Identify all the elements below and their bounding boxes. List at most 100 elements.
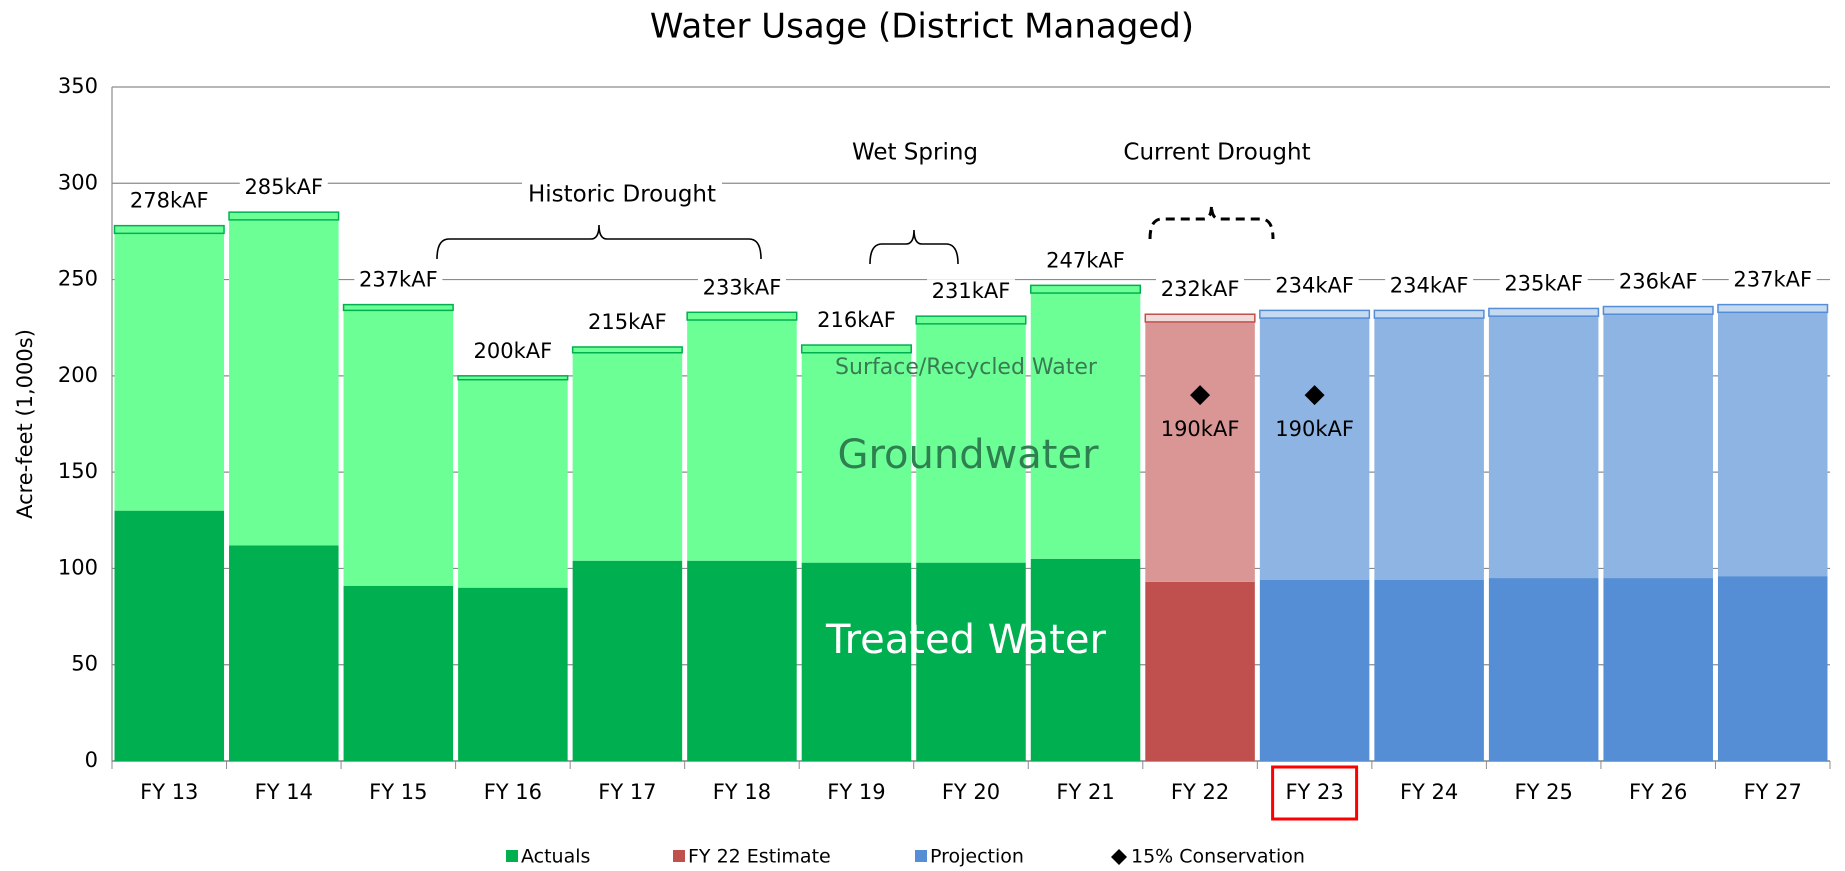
- bar-segment: [1603, 578, 1713, 761]
- bar-segment: [1259, 579, 1370, 761]
- total-label-bg: [697, 275, 786, 302]
- y-tick-label: 200: [58, 363, 98, 387]
- bar-segment: [229, 545, 339, 761]
- bar-segment: [572, 352, 683, 561]
- bar-segment: [572, 560, 683, 761]
- bar-segment: [1374, 579, 1484, 761]
- total-label: 234kAF: [1275, 273, 1354, 297]
- total-label: 200kAF: [474, 339, 553, 363]
- brace: [869, 229, 959, 265]
- y-tick-label: 50: [71, 652, 98, 676]
- bar-segment: [1030, 293, 1141, 559]
- bar-segment: [1374, 318, 1484, 580]
- legend-label: FY 22 Estimate: [688, 846, 831, 868]
- legend-label: Actuals: [521, 846, 590, 868]
- total-label-bg: [583, 309, 672, 336]
- chart-title: Water Usage (District Managed): [650, 7, 1194, 47]
- brace: [1148, 204, 1275, 240]
- total-label-bg: [239, 175, 328, 202]
- total-label-bg: [1156, 277, 1245, 304]
- total-label: 231kAF: [932, 279, 1011, 303]
- bar-segment: [343, 585, 454, 761]
- total-label: 216kAF: [817, 308, 896, 332]
- total-label-bg: [125, 188, 214, 215]
- y-tick-label: 0: [85, 748, 98, 772]
- total-label: 247kAF: [1046, 248, 1125, 272]
- y-tick-label: 150: [58, 459, 98, 483]
- bar-segment: [114, 510, 225, 761]
- bar-segment: [687, 560, 797, 761]
- bar-segment: [1717, 576, 1828, 761]
- period-annotation: Current Drought: [1123, 140, 1310, 166]
- bar-segment: [1602, 305, 1714, 315]
- x-tick-label: FY 22: [1171, 780, 1229, 804]
- bar-segment: [1717, 303, 1829, 314]
- x-tick-label: FY 27: [1744, 780, 1802, 804]
- conservation-label: 190kAF: [1275, 417, 1354, 441]
- bar-segment: [1259, 318, 1370, 580]
- bar-segment: [113, 224, 225, 235]
- bar-segment: [343, 310, 454, 586]
- y-tick-label: 350: [58, 74, 98, 98]
- x-tick-label: FY 24: [1400, 780, 1458, 804]
- total-label-bg: [1385, 273, 1474, 300]
- bar-segment: [1488, 307, 1600, 317]
- bar-segment: [1373, 309, 1485, 319]
- conservation-marker: [1190, 385, 1211, 406]
- total-label: 215kAF: [588, 310, 667, 334]
- bar-segment: [1488, 316, 1599, 579]
- bar-segment: [457, 375, 569, 381]
- bar-segment: [571, 346, 683, 354]
- x-tick-label: FY 15: [369, 780, 427, 804]
- total-label: 234kAF: [1390, 273, 1469, 297]
- x-tick-label: FY 21: [1056, 780, 1114, 804]
- x-tick-label: FY 16: [484, 780, 542, 804]
- total-label: 236kAF: [1619, 270, 1698, 294]
- legend-swatch: [915, 850, 927, 862]
- bar-segment: [342, 303, 454, 312]
- total-label-bg: [354, 267, 443, 294]
- bar-segment: [458, 587, 568, 761]
- bar-segment: [1144, 313, 1256, 323]
- total-label-bg: [927, 279, 1015, 306]
- bar-segment: [1259, 309, 1371, 319]
- bar-segment: [1603, 314, 1713, 579]
- total-label-bg: [812, 308, 901, 335]
- annotation-bg: [815, 138, 1015, 168]
- total-label-bg: [1614, 269, 1703, 296]
- y-tick-label: 100: [58, 555, 98, 579]
- period-annotation: Historic Drought: [528, 182, 716, 208]
- bar-segment: [916, 562, 1026, 761]
- bar-segment: [1145, 321, 1255, 582]
- legend-swatch: [506, 850, 518, 862]
- bar-segment: [687, 320, 797, 561]
- bar-segment: [801, 352, 912, 563]
- annotation-bg: [522, 180, 722, 210]
- bar-segment: [800, 344, 912, 354]
- bar-segment: [229, 219, 339, 546]
- legend-swatch: [673, 850, 685, 862]
- brace: [436, 224, 762, 260]
- x-tick-label: FY 18: [713, 780, 771, 804]
- bar-segment: [228, 211, 340, 221]
- x-tick-label: FY 20: [942, 780, 1000, 804]
- period-annotation: Wet Spring: [852, 140, 978, 166]
- legend-label: Projection: [930, 846, 1024, 868]
- total-label-bg: [1270, 273, 1359, 300]
- bar-segment: [1145, 581, 1255, 761]
- series-annotation: Groundwater: [837, 432, 1099, 478]
- labels: 0 50 100 150 200 250 300 350 278kAF FY 13 285kAF FY…: [58, 74, 1817, 868]
- x-tick-label: FY 17: [598, 780, 656, 804]
- x-tick-label: FY 14: [255, 780, 313, 804]
- legend-label: 15% Conservation: [1131, 846, 1305, 868]
- total-label: 237kAF: [1733, 268, 1812, 292]
- bar-segment: [801, 562, 912, 761]
- total-label-bg: [468, 338, 557, 365]
- legend-swatch: [1111, 849, 1127, 865]
- total-label-bg: [1041, 248, 1130, 275]
- series-annotation: Treated Water: [825, 617, 1106, 663]
- total-label-bg: [1499, 271, 1588, 298]
- y-axis-label: Acre-feet (1,000s): [13, 329, 37, 519]
- conservation-label: 190kAF: [1161, 417, 1240, 441]
